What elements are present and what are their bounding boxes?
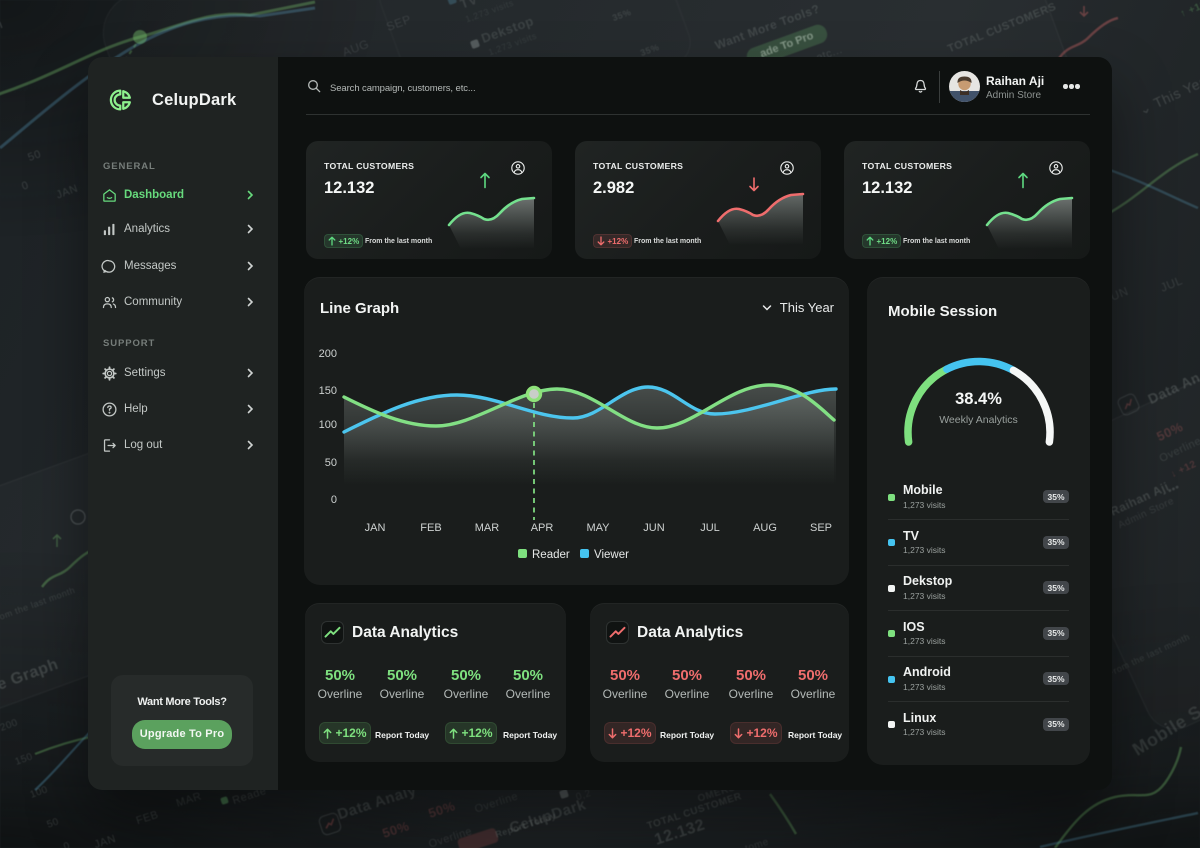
svg-text:JUN: JUN — [643, 522, 664, 534]
svg-text:SEP: SEP — [810, 522, 832, 534]
svg-text:Viewer: Viewer — [594, 549, 629, 561]
svg-text:FEB: FEB — [420, 522, 441, 534]
svg-text:100: 100 — [319, 419, 337, 431]
svg-text:MAY: MAY — [586, 522, 610, 534]
svg-text:50: 50 — [325, 457, 337, 469]
svg-text:APR: APR — [531, 522, 554, 534]
svg-text:MAR: MAR — [475, 522, 500, 534]
svg-text:JUL: JUL — [700, 522, 720, 534]
svg-text:150: 150 — [319, 385, 337, 397]
svg-text:200: 200 — [319, 348, 337, 360]
svg-text:Reader: Reader — [532, 549, 570, 561]
svg-text:AUG: AUG — [753, 522, 777, 534]
svg-text:0: 0 — [331, 494, 337, 506]
svg-text:JAN: JAN — [365, 522, 386, 534]
